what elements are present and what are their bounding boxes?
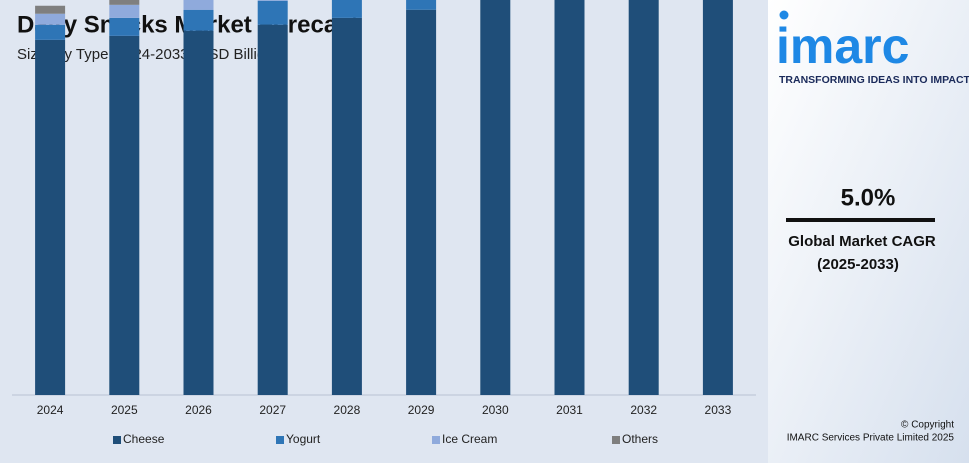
x-tick-label: 2030 bbox=[482, 403, 509, 417]
cagr-period: (2025-2033) bbox=[817, 256, 899, 273]
bar-segment bbox=[109, 17, 140, 36]
bar-segment bbox=[480, 0, 511, 396]
legend-label: Yogurt bbox=[286, 432, 321, 446]
company: IMARC Services Private Limited 2025 bbox=[787, 433, 955, 444]
bar-segment bbox=[628, 0, 659, 396]
x-tick-label: 2029 bbox=[408, 403, 435, 417]
x-tick-label: 2026 bbox=[185, 403, 212, 417]
x-tick-label: 2027 bbox=[259, 403, 286, 417]
bar-segment bbox=[257, 0, 288, 1]
bar-segment bbox=[331, 17, 362, 395]
bar-segment bbox=[702, 0, 733, 396]
x-tick-label: 2032 bbox=[630, 403, 657, 417]
cagr-label: Global Market CAGR bbox=[788, 233, 936, 250]
bar-segment bbox=[406, 0, 437, 10]
cagr-value: 5.0% bbox=[841, 184, 896, 211]
tagline: TRANSFORMING IDEAS INTO IMPACT bbox=[779, 74, 969, 86]
bar-segment bbox=[183, 0, 214, 10]
bar-segment bbox=[109, 0, 140, 5]
x-tick-label: 2028 bbox=[334, 403, 361, 417]
x-tick-label: 2033 bbox=[705, 403, 732, 417]
legend-label: Cheese bbox=[123, 432, 165, 446]
bar-segment bbox=[257, 24, 288, 396]
logo: imarc bbox=[776, 18, 909, 74]
bar-segment bbox=[109, 4, 140, 18]
cagr-rule bbox=[786, 218, 935, 222]
bar-segment bbox=[331, 0, 362, 18]
bar-segment bbox=[109, 35, 140, 396]
bar-segment bbox=[406, 9, 437, 396]
bar-segment bbox=[35, 13, 66, 25]
legend-swatch bbox=[276, 436, 284, 444]
bar-segment bbox=[183, 30, 214, 396]
side-background bbox=[768, 0, 969, 463]
legend-label: Others bbox=[622, 432, 658, 446]
legend-swatch bbox=[612, 436, 620, 444]
x-tick-label: 2031 bbox=[556, 403, 583, 417]
legend-swatch bbox=[432, 436, 440, 444]
bar-segment bbox=[554, 0, 585, 396]
bar-segment bbox=[35, 24, 66, 40]
bar-segment bbox=[257, 0, 288, 25]
bar-segment bbox=[35, 5, 66, 14]
x-tick-label: 2025 bbox=[111, 403, 138, 417]
copyright: © Copyright bbox=[901, 420, 954, 431]
legend-swatch bbox=[113, 436, 121, 444]
x-tick-label: 2024 bbox=[37, 403, 64, 417]
legend-label: Ice Cream bbox=[442, 432, 497, 446]
logo-dot bbox=[779, 10, 789, 20]
bar-segment bbox=[35, 39, 66, 395]
bar-segment bbox=[183, 9, 214, 31]
